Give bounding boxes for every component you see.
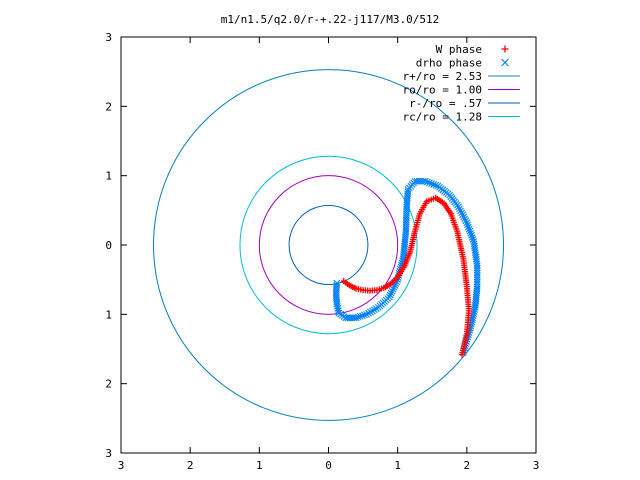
legend-label: r+/ro = 2.53 [403,70,482,83]
x-tick-label: 2 [464,459,471,472]
x-tick-label: 0 [325,459,332,472]
circle-r+/ro = 2.53 [153,69,504,421]
circle-ro/ro = 1.00 [258,175,399,315]
drho-phase-point [356,313,364,320]
drho-phase-point [404,188,412,196]
legend-label: W phase [436,43,482,56]
drho-phase-point [465,225,473,233]
x-tick-label: 3 [118,459,125,472]
drho-phase-point [386,291,394,299]
y-tick-label: 1 [105,308,112,321]
drho-phase-point [367,308,374,316]
drho-phase-point [387,289,395,297]
x-tick-label: 2 [187,459,194,472]
legend-swatch [501,58,509,67]
circle-r-/ro = .57 [288,204,369,286]
drho-phase-point [372,305,380,312]
drho-phase-point [361,311,368,319]
drho-phase-point [428,180,435,188]
chart-title: m1/n1.5/q2.0/r-+.22-j117/M3.0/512 [221,13,440,26]
y-tick-label: 2 [105,100,112,113]
y-tick-label: 2 [105,378,112,391]
drho-phase-point [462,217,470,225]
drho-phase-point [369,307,376,315]
drho-phase-point [461,215,469,223]
drho-phase-point [458,209,466,217]
w-phase-point [458,351,465,358]
drho-phase-point [468,231,475,239]
drho-phase-point [464,223,472,231]
drho-phase-point [471,306,479,313]
legend-label: rc/ro = 1.28 [403,111,482,124]
x-tick-label: 1 [256,459,263,472]
x-tick-label: 1 [394,459,401,472]
x-tick-label: 3 [533,459,540,472]
drho-phase-point [388,287,396,295]
drho-phase-point [359,312,366,320]
drho-phase-point [467,229,475,237]
circle-rc/ro = 1.28 [239,155,418,335]
legend-swatch [501,45,509,53]
phase-markers [332,177,481,358]
drho-phase-point [466,227,474,235]
drho-phase-point [432,181,440,189]
drho-phase-point [460,213,468,221]
drho-phase-point [455,203,462,211]
legend-label: r-/ro = .57 [409,97,482,110]
drho-phase-point [470,308,478,315]
drho-phase-point [424,178,431,186]
drho-phase-point [470,310,478,318]
drho-phase-point [365,309,372,317]
drho-phase-point [421,177,429,185]
drho-phase-point [469,236,477,243]
drho-phase-point [363,310,370,318]
drho-phase-point [471,304,479,311]
y-tick-label: 1 [105,170,112,183]
drho-phase-point [389,285,397,293]
drho-phase-point [464,221,471,229]
y-tick-label: 0 [105,239,112,252]
drho-phase-point [370,306,378,314]
drho-phase-point [463,219,471,227]
drho-phase-point [459,211,467,219]
drho-phase-point [456,205,463,213]
drho-phase-point [354,313,362,321]
legend-label: drho phase [416,57,482,70]
y-tick-label: 3 [105,447,112,460]
drho-phase-point [430,181,438,188]
drho-phase-point [385,293,393,301]
drho-phase-point [457,207,464,215]
reference-circles [153,69,504,421]
y-tick-label: 3 [105,31,112,44]
legend-label: ro/ro = 1.00 [403,84,482,97]
drho-phase-point [468,233,476,241]
drho-phase-point [352,314,360,322]
drho-phase-point [426,179,433,187]
axis-ticks [120,36,537,454]
